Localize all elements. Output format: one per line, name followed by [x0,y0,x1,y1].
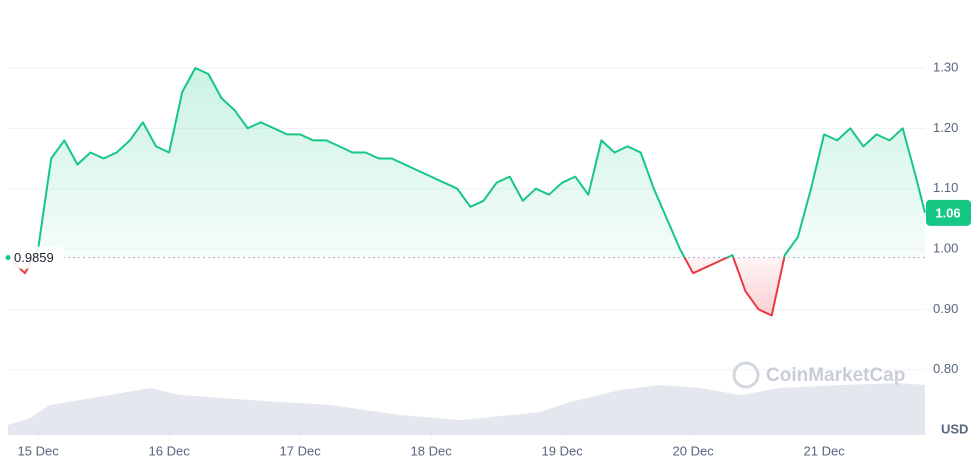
baseline-dot [5,255,11,261]
y-tick-label: 0.80 [933,361,958,376]
unit-label: USD [941,421,968,436]
current-price-label: 1.06 [935,205,960,220]
x-tick-label: 15 Dec [18,443,60,458]
y-tick-label: 1.00 [933,241,958,256]
x-tick-label: 16 Dec [149,443,191,458]
baseline-label-bg [10,246,64,269]
plot: 0.9859 1.06 [5,67,971,317]
price-line [11,67,926,317]
x-tick-label: 19 Dec [542,443,584,458]
x-tick-label: 21 Dec [804,443,846,458]
baseline-label: 0.9859 [14,250,54,265]
volume-bars [8,383,925,435]
watermark-logo [732,361,760,389]
watermark-text: CoinMarketCap [766,365,905,386]
x-tick-label: 17 Dec [280,443,322,458]
x-tick-label: 20 Dec [673,443,715,458]
x-tick-label: 18 Dec [411,443,453,458]
current-price-box [926,199,971,226]
y-tick-label: 1.30 [933,59,958,74]
y-tick-label: 1.20 [933,120,958,135]
watermark: CoinMarketCap [732,361,905,389]
y-tick-label: 0.90 [933,301,958,316]
y-tick-label: 1.10 [933,180,958,195]
area [11,68,925,316]
